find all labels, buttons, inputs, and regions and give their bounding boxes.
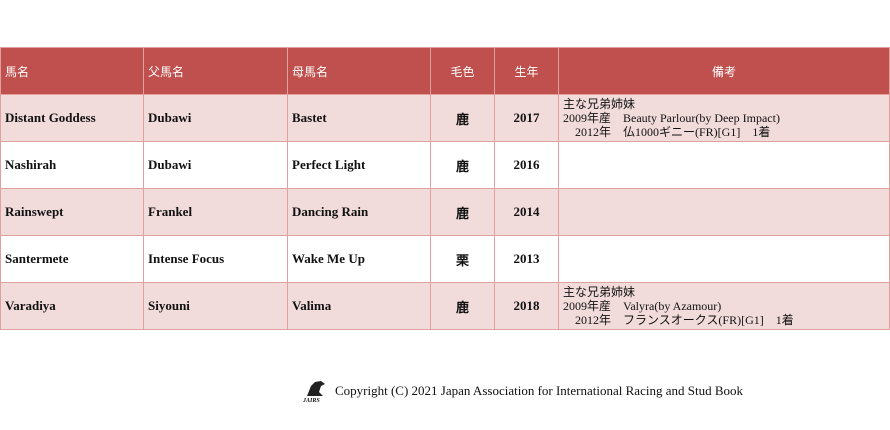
table-body: Distant Goddess Dubawi Bastet 鹿 2017 主な兄弟姉妹 20…: [0, 94, 890, 330]
cell: 鹿: [430, 141, 495, 189]
cell: Wake Me Up: [287, 235, 431, 283]
remarks-cell: [558, 141, 890, 189]
cell: 2013: [494, 235, 559, 283]
cell: Dancing Rain: [287, 188, 431, 236]
header-cell: 生年: [494, 47, 559, 95]
remark-line: 2012年 仏1000ギニー(FR)[G1] 1着: [563, 125, 771, 139]
horse-table: 馬名 父馬名 母馬名 毛色 生年 備考 Distant Goddess Dubawi Bast…: [0, 47, 890, 330]
cell: 2018: [494, 282, 559, 330]
copyright: Copyright (C) 2021 Japan Association for…: [335, 383, 743, 398]
cell: Intense Focus: [143, 235, 288, 283]
remarks-cell: 主な兄弟姉妹 2009年産 Beauty Parlour(by Deep Impa…: [558, 94, 890, 142]
remark-line: 2009年産 Valyra(by Azamour): [563, 299, 722, 313]
cell: Varadiya: [0, 282, 144, 330]
remark-line: 主な兄弟姉妹: [563, 97, 636, 111]
header-cell: 馬名: [0, 47, 144, 95]
logo-text: JAIRS: [303, 398, 320, 404]
header-cell: 備考: [558, 47, 890, 95]
cell: 2014: [494, 188, 559, 236]
remark-line: 2009年産 Beauty Parlour(by Deep Impact): [563, 111, 780, 125]
cell: Perfect Light: [287, 141, 431, 189]
cell: Siyouni: [143, 282, 288, 330]
remarks-cell: [558, 235, 890, 283]
cell: Valima: [287, 282, 431, 330]
footer: JAIRS Copyright (C) 2021 Japan Associati…: [303, 378, 743, 404]
logo-icon: [307, 381, 325, 396]
header-cell: 母馬名: [287, 47, 431, 95]
remarks-cell: 主な兄弟姉妹 2009年産 Valyra(by Azamour) 2012年 フラ…: [558, 282, 890, 330]
remarks-cell: [558, 188, 890, 236]
table-row: Rainswept Frankel Dancing Rain 鹿 2014: [0, 188, 890, 236]
cell: Nashirah: [0, 141, 144, 189]
cell: 2017: [494, 94, 559, 142]
table-row: Santermete Intense Focus Wake Me Up 栗 2013: [0, 235, 890, 283]
cell: Santermete: [0, 235, 144, 283]
cell: Bastet: [287, 94, 431, 142]
remark-line: 主な兄弟姉妹: [563, 285, 636, 299]
cell: Dubawi: [143, 94, 288, 142]
table-row: Nashirah Dubawi Perfect Light 鹿 2016: [0, 141, 890, 189]
table-row: Distant Goddess Dubawi Bastet 鹿 2017 主な兄弟姉妹 20…: [0, 94, 890, 142]
cell: 鹿: [430, 94, 495, 142]
cell: Distant Goddess: [0, 94, 144, 142]
cell: 2016: [494, 141, 559, 189]
header-cell: 毛色: [430, 47, 495, 95]
cell: 栗: [430, 235, 495, 283]
table-row: Varadiya Siyouni Valima 鹿 2018 主な兄弟姉妹 2009年産 V…: [0, 282, 890, 330]
header-cell: 父馬名: [143, 47, 288, 95]
cell: Frankel: [143, 188, 288, 236]
header-row: 馬名 父馬名 母馬名 毛色 生年 備考: [0, 47, 890, 95]
cell: Rainswept: [0, 188, 144, 236]
cell: Dubawi: [143, 141, 288, 189]
cell: 鹿: [430, 188, 495, 236]
remark-line: 2012年 フランスオークス(FR)[G1] 1着: [563, 313, 794, 327]
logo: JAIRS: [303, 378, 329, 404]
cell: 鹿: [430, 282, 495, 330]
